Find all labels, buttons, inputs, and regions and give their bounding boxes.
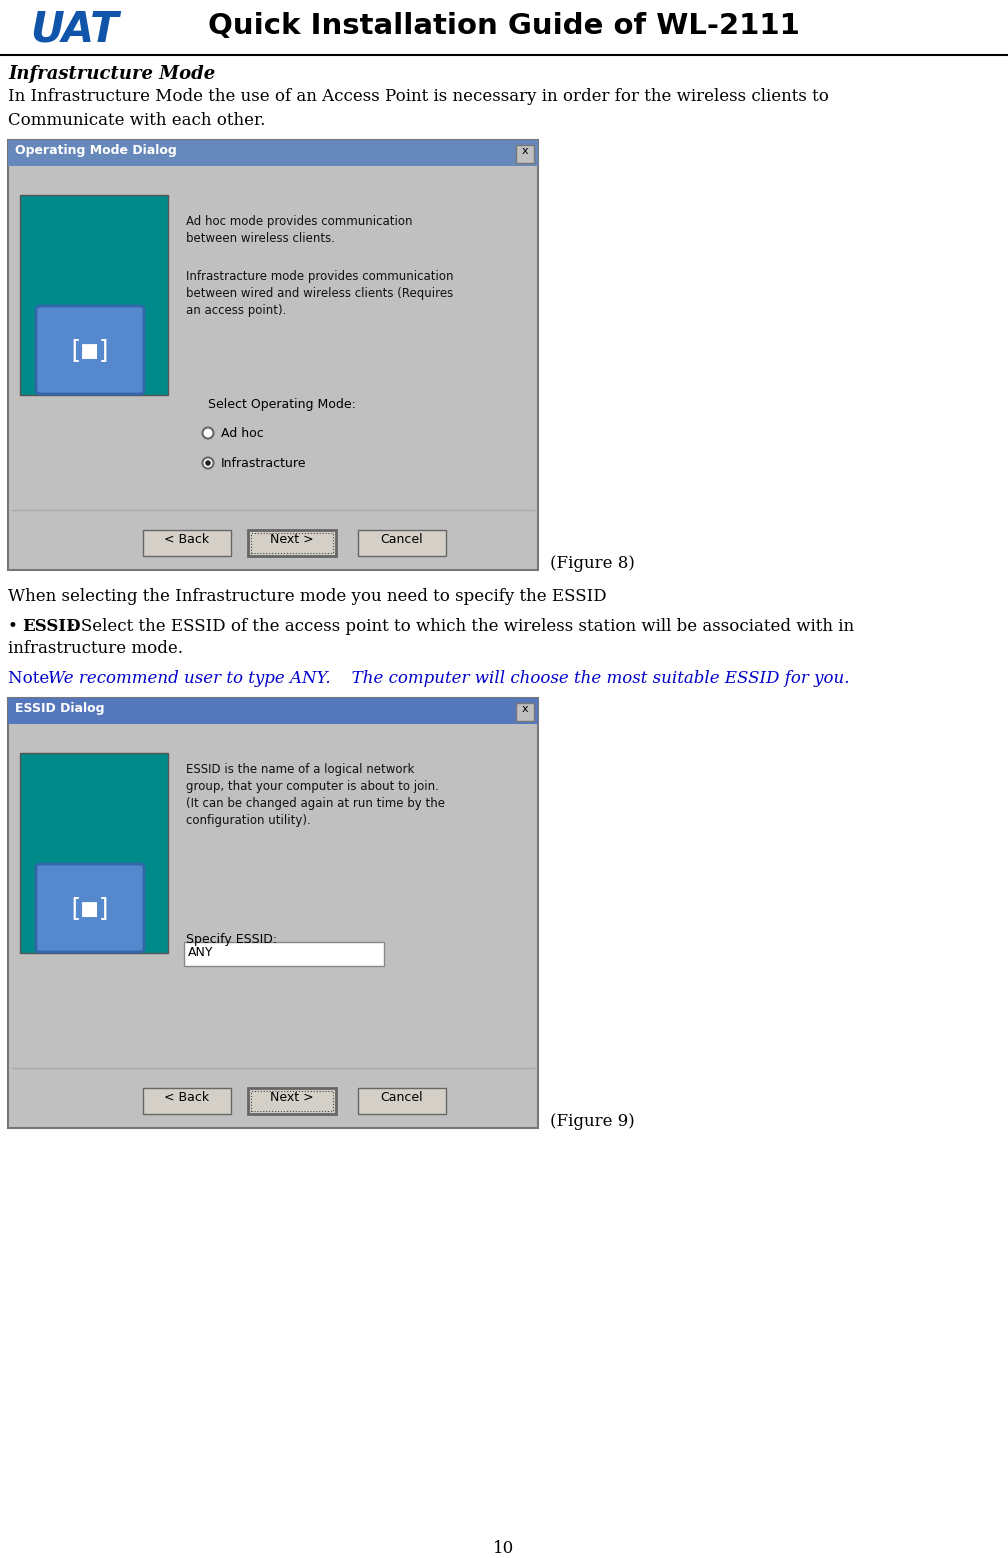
Text: Cancel: Cancel — [381, 533, 423, 545]
Circle shape — [203, 458, 214, 469]
Text: Ad hoc mode provides communication
between wireless clients.: Ad hoc mode provides communication betwe… — [186, 215, 412, 245]
Text: Infrastracture mode provides communication
between wired and wireless clients (R: Infrastracture mode provides communicati… — [186, 270, 454, 316]
Text: ESSID is the name of a logical network
group, that your computer is about to joi: ESSID is the name of a logical network g… — [186, 763, 445, 827]
Text: Cancel: Cancel — [381, 1091, 423, 1105]
Text: Note:: Note: — [8, 670, 60, 687]
Text: (Figure 8): (Figure 8) — [550, 555, 635, 572]
Text: Quick Installation Guide of WL-2111: Quick Installation Guide of WL-2111 — [208, 12, 800, 41]
Text: Select Operating Mode:: Select Operating Mode: — [208, 397, 356, 411]
Text: Next >: Next > — [270, 1091, 313, 1105]
FancyBboxPatch shape — [36, 865, 144, 952]
Circle shape — [203, 427, 214, 438]
Text: Infrastructure Mode: Infrastructure Mode — [8, 65, 216, 83]
FancyBboxPatch shape — [184, 943, 384, 966]
Text: ANY: ANY — [188, 946, 214, 960]
FancyBboxPatch shape — [36, 305, 144, 394]
FancyBboxPatch shape — [248, 530, 336, 556]
FancyBboxPatch shape — [358, 1087, 446, 1114]
Text: < Back: < Back — [164, 1091, 210, 1105]
FancyBboxPatch shape — [143, 530, 231, 556]
Text: Specify ESSID:: Specify ESSID: — [186, 933, 277, 946]
FancyBboxPatch shape — [358, 530, 446, 556]
FancyBboxPatch shape — [8, 140, 538, 167]
Text: : Select the ESSID of the access point to which the wireless station will be ass: : Select the ESSID of the access point t… — [70, 619, 854, 636]
FancyBboxPatch shape — [516, 145, 534, 164]
Text: ESSID Dialog: ESSID Dialog — [15, 703, 105, 715]
FancyBboxPatch shape — [8, 698, 538, 1128]
Text: < Back: < Back — [164, 533, 210, 545]
Text: Communicate with each other.: Communicate with each other. — [8, 112, 265, 129]
FancyBboxPatch shape — [248, 1087, 336, 1114]
Text: (Figure 9): (Figure 9) — [550, 1112, 635, 1130]
Text: Ad hoc: Ad hoc — [221, 427, 264, 439]
FancyBboxPatch shape — [8, 140, 538, 570]
Text: 10: 10 — [493, 1539, 515, 1556]
FancyBboxPatch shape — [8, 698, 538, 724]
Text: •: • — [8, 619, 18, 636]
Text: infrastructure mode.: infrastructure mode. — [8, 640, 183, 657]
Text: x: x — [522, 704, 528, 714]
FancyBboxPatch shape — [516, 703, 534, 721]
Text: Infrastracture: Infrastracture — [221, 456, 306, 471]
Text: In Infrastructure Mode the use of an Access Point is necessary in order for the : In Infrastructure Mode the use of an Acc… — [8, 87, 829, 104]
Text: Operating Mode Dialog: Operating Mode Dialog — [15, 143, 176, 157]
Text: Next >: Next > — [270, 533, 313, 545]
FancyBboxPatch shape — [20, 195, 168, 396]
Text: [■]: [■] — [68, 338, 113, 361]
FancyBboxPatch shape — [143, 1087, 231, 1114]
Text: x: x — [522, 146, 528, 156]
Circle shape — [206, 460, 211, 466]
Text: [■]: [■] — [68, 896, 113, 921]
Text: ESSID: ESSID — [22, 619, 81, 636]
Text: We recommend user to type ANY.    The computer will choose the most suitable ESS: We recommend user to type ANY. The compu… — [48, 670, 850, 687]
FancyBboxPatch shape — [20, 753, 168, 953]
Text: UAT: UAT — [30, 8, 119, 50]
Text: When selecting the Infrastructure mode you need to specify the ESSID: When selecting the Infrastructure mode y… — [8, 587, 607, 605]
